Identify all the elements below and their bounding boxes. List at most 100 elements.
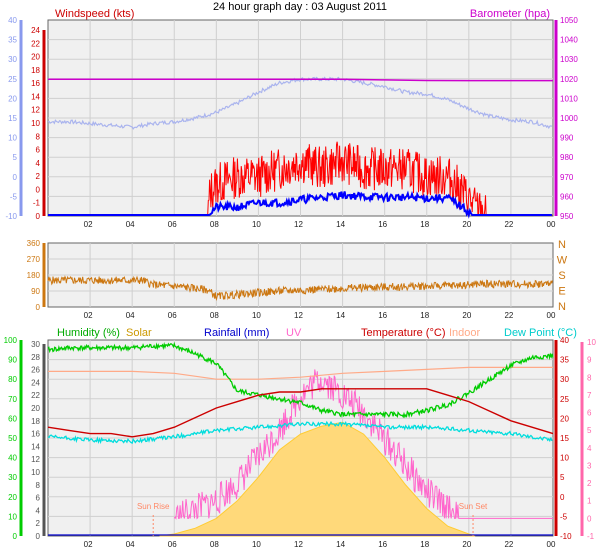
- humidity-tick-label: 70: [8, 395, 17, 404]
- top-left-outer-tick-label: 35: [8, 36, 17, 45]
- rainfall-label: Rainfall (mm): [204, 327, 269, 339]
- top-left-outer-tick-label: -10: [5, 212, 17, 221]
- uv-tick-label: 3: [587, 461, 592, 470]
- top-left-inner-tick-label: 0: [36, 185, 41, 194]
- top-left-outer-tick-label: -5: [10, 192, 18, 201]
- top-left-inner-tick-label: 16: [31, 79, 40, 88]
- uv-tick-label: 9: [587, 356, 592, 365]
- top-left-outer-tick-label: 0: [13, 173, 18, 182]
- x-tick-label: 22: [504, 311, 513, 320]
- dir-left-tick-label: 0: [36, 303, 41, 312]
- top-right-tick-label: 960: [560, 192, 574, 201]
- humidity-tick-label: 40: [8, 454, 17, 463]
- x-tick-label: 08: [210, 220, 219, 229]
- x-tick-label: 00: [547, 540, 556, 549]
- temp-inner-tick-label: 0: [36, 532, 41, 541]
- uv-tick-label: 10: [587, 338, 596, 347]
- top-left-outer-tick-label: 20: [8, 94, 17, 103]
- temp-right-tick-label: 30: [560, 375, 569, 384]
- humidity-tick-label: 60: [8, 414, 17, 423]
- x-tick-label: 00: [547, 220, 556, 229]
- temp-inner-tick-label: 20: [31, 404, 40, 413]
- indoor-line: [48, 366, 553, 380]
- temp-inner-tick-label: 18: [31, 417, 40, 426]
- windspeed-avg-line: [48, 190, 552, 219]
- humidity-tick-label: 90: [8, 356, 17, 365]
- chart-title: 24 hour graph day : 03 August 2011: [213, 1, 387, 13]
- temp-right-tick-label: 5: [560, 473, 565, 482]
- top-right-tick-label: 1050: [560, 16, 578, 25]
- top-right-tick-label: 950: [560, 212, 574, 221]
- humidity-tick-label: 10: [8, 512, 17, 521]
- top-right-tick-label: 1020: [560, 75, 578, 84]
- top-left-outer-tick-label: 15: [8, 114, 17, 123]
- humidity-tick-label: 30: [8, 473, 17, 482]
- wind-direction-line: [47, 275, 553, 301]
- top-left-inner-tick-label: 12: [31, 106, 40, 115]
- x-tick-label: 08: [210, 311, 219, 320]
- top-left-inner-tick-label: -1: [33, 199, 41, 208]
- compass-label: N: [558, 239, 566, 251]
- compass-label: W: [557, 255, 568, 267]
- compass-label: N: [558, 301, 566, 313]
- x-tick-label: 12: [294, 540, 303, 549]
- humidity-tick-label: 100: [4, 336, 18, 345]
- barometer-line: [48, 78, 553, 82]
- top-left-inner-tick-label: 4: [36, 159, 41, 168]
- top-right-tick-label: 1000: [560, 114, 578, 123]
- top-left-inner-tick-label: 18: [31, 66, 40, 75]
- x-tick-label: 10: [252, 540, 261, 549]
- dewpoint-label: Dew Point (°C): [504, 327, 577, 339]
- temp-inner-tick-label: 26: [31, 366, 40, 375]
- uv-tick-label: -1: [587, 532, 595, 541]
- temp-inner-tick-label: 22: [31, 391, 40, 400]
- temp-right-tick-label: 20: [560, 414, 569, 423]
- x-tick-label: 22: [504, 540, 513, 549]
- top-left-outer-tick-label: 10: [8, 134, 17, 143]
- sun-rise-label: Sun Rise: [137, 502, 170, 511]
- uv-tick-label: 0: [587, 514, 592, 523]
- sun-set-label: Sun Set: [459, 502, 488, 511]
- x-tick-label: 04: [126, 220, 135, 229]
- top-right-tick-label: 990: [560, 134, 574, 143]
- temp-right-tick-label: 15: [560, 434, 569, 443]
- top-left-inner-tick-label: 6: [36, 146, 41, 155]
- x-tick-label: 22: [504, 220, 513, 229]
- x-tick-label: 18: [420, 220, 429, 229]
- x-tick-label: 14: [336, 311, 345, 320]
- x-tick-label: 02: [84, 540, 93, 549]
- temperature-label: Temperature (°C): [361, 327, 445, 339]
- humidity-label: Humidity (%): [57, 327, 120, 339]
- x-tick-label: 02: [84, 220, 93, 229]
- top-left-inner-tick-label: 0: [36, 212, 41, 221]
- x-tick-label: 16: [378, 311, 387, 320]
- uv-label: UV: [286, 327, 302, 339]
- x-tick-label: 18: [420, 540, 429, 549]
- dewpoint-line: [47, 420, 553, 445]
- temp-inner-tick-label: 16: [31, 430, 40, 439]
- top-left-inner-tick-label: 20: [31, 53, 40, 62]
- temp-inner-tick-label: 12: [31, 455, 40, 464]
- uv-tick-label: 6: [587, 409, 592, 418]
- x-tick-label: 12: [294, 220, 303, 229]
- x-tick-label: 20: [462, 311, 471, 320]
- temp-right-tick-label: 25: [560, 395, 569, 404]
- x-tick-label: 14: [336, 540, 345, 549]
- top-right-tick-label: 1010: [560, 94, 578, 103]
- temp-right-tick-label: -5: [560, 512, 568, 521]
- x-tick-label: 06: [168, 220, 177, 229]
- temp-inner-tick-label: 14: [31, 442, 40, 451]
- temp-inner-tick-label: 2: [36, 519, 41, 528]
- top-left-outer-tick-label: 40: [8, 16, 17, 25]
- temp-right-tick-label: 0: [560, 493, 565, 502]
- top-left-inner-tick-label: 10: [31, 119, 40, 128]
- humidity-tick-label: 20: [8, 493, 17, 502]
- temp-right-tick-label: 35: [560, 356, 569, 365]
- x-tick-label: 20: [462, 540, 471, 549]
- solar-label: Solar: [126, 327, 152, 339]
- x-tick-label: 00: [547, 311, 556, 320]
- dir-left-tick-label: 90: [31, 287, 40, 296]
- x-tick-label: 10: [252, 311, 261, 320]
